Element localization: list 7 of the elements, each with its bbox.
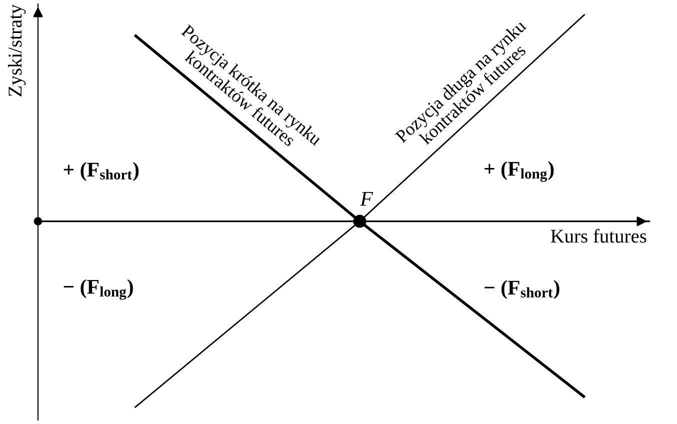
x-axis-title: Kurs futures [550, 228, 646, 243]
annotation: − (F$_{long}$) [64, 279, 133, 300]
annotation: − (F$_{short}$) [484, 280, 560, 299]
annotation: F [360, 192, 374, 206]
y-axis-title: Zyski/straty [8, 4, 26, 96]
annotation: + (F$_{long}$) [484, 161, 554, 182]
annotation: + (F$_{short}$) [64, 162, 139, 181]
